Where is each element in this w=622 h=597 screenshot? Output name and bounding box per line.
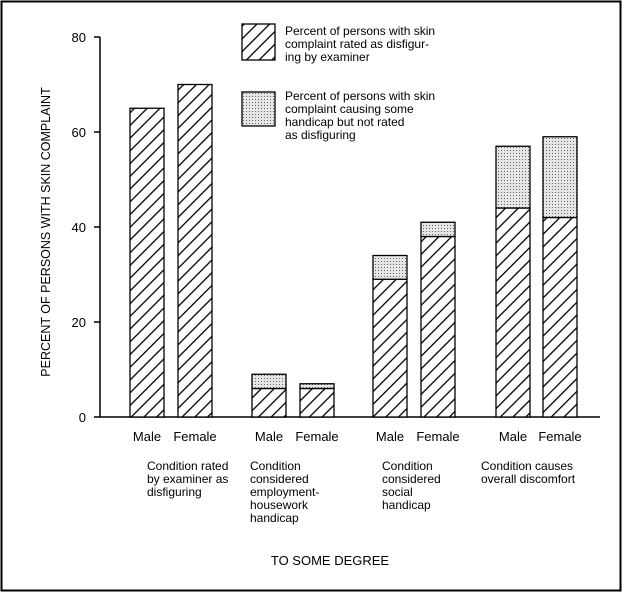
group-label-line: handicap (382, 498, 431, 512)
y-axis-label: PERCENT OF PERSONS WITH SKIN COMPLAINT (39, 87, 53, 377)
bar-label: Female (173, 429, 216, 444)
bar-dotted (542, 136, 578, 219)
legend-text-hatched: ing by examiner (285, 50, 370, 64)
group-label-line: considered (250, 472, 309, 486)
y-tick-label: 20 (72, 315, 86, 330)
legend-text-hatched: complaint rated as disfigur- (285, 37, 429, 51)
bars (129, 83, 578, 418)
group-label-line: social (382, 485, 413, 499)
bar-label: Male (499, 429, 527, 444)
bar-hatched (495, 207, 531, 418)
legend-text-dotted: Percent of persons with skin (285, 89, 435, 103)
bar-hatched (299, 387, 335, 418)
group-label-line: housework (250, 498, 309, 512)
legend-swatch-dotted (241, 91, 276, 127)
legend-text-dotted: as disfiguring (285, 128, 356, 142)
bar-hatched (542, 216, 578, 418)
group-label-line: employment- (250, 485, 319, 499)
bar-label: Male (376, 429, 404, 444)
legend-text-dotted: handicap but not rated (285, 115, 404, 129)
group-label-line: Condition rated (147, 459, 228, 473)
legend-text-hatched: Percent of persons with skin (285, 24, 435, 38)
group-label-line: disfiguring (147, 485, 202, 499)
group-label-line: Condition (382, 459, 433, 473)
bar-label: Female (538, 429, 581, 444)
bar-dotted (420, 221, 456, 238)
group-label-line: Condition (250, 459, 301, 473)
group-label-line: considered (382, 472, 441, 486)
bar-dotted (251, 373, 287, 390)
group-label-line: by examiner as (147, 472, 228, 486)
bar-hatched (420, 235, 456, 418)
group-label-line: handicap (250, 511, 299, 525)
group-label-line: Condition causes (481, 459, 573, 473)
bar-dotted (495, 145, 531, 209)
bar-hatched (251, 387, 287, 418)
bar-label: Female (416, 429, 459, 444)
y-tick-label: 0 (79, 410, 86, 425)
bar-hatched (372, 278, 408, 418)
y-tick-label: 80 (72, 30, 86, 45)
legend-swatch-hatched (241, 23, 276, 61)
y-tick-label: 60 (72, 125, 86, 140)
bar-label: Male (133, 429, 161, 444)
bar-dotted (372, 254, 408, 280)
bar-label: Male (255, 429, 283, 444)
bar-dotted (299, 383, 335, 390)
legend-text-dotted: complaint causing some (285, 102, 414, 116)
y-tick-label: 40 (72, 220, 86, 235)
chart-text: PERCENT OF PERSONS WITH SKIN COMPLAINT Ma… (39, 87, 582, 568)
bar-label: Female (295, 429, 338, 444)
bar-hatched (177, 83, 213, 418)
group-label-line: overall discomfort (481, 472, 576, 486)
x-axis-label: TO SOME DEGREE (271, 553, 390, 568)
bar-hatched (129, 107, 165, 418)
